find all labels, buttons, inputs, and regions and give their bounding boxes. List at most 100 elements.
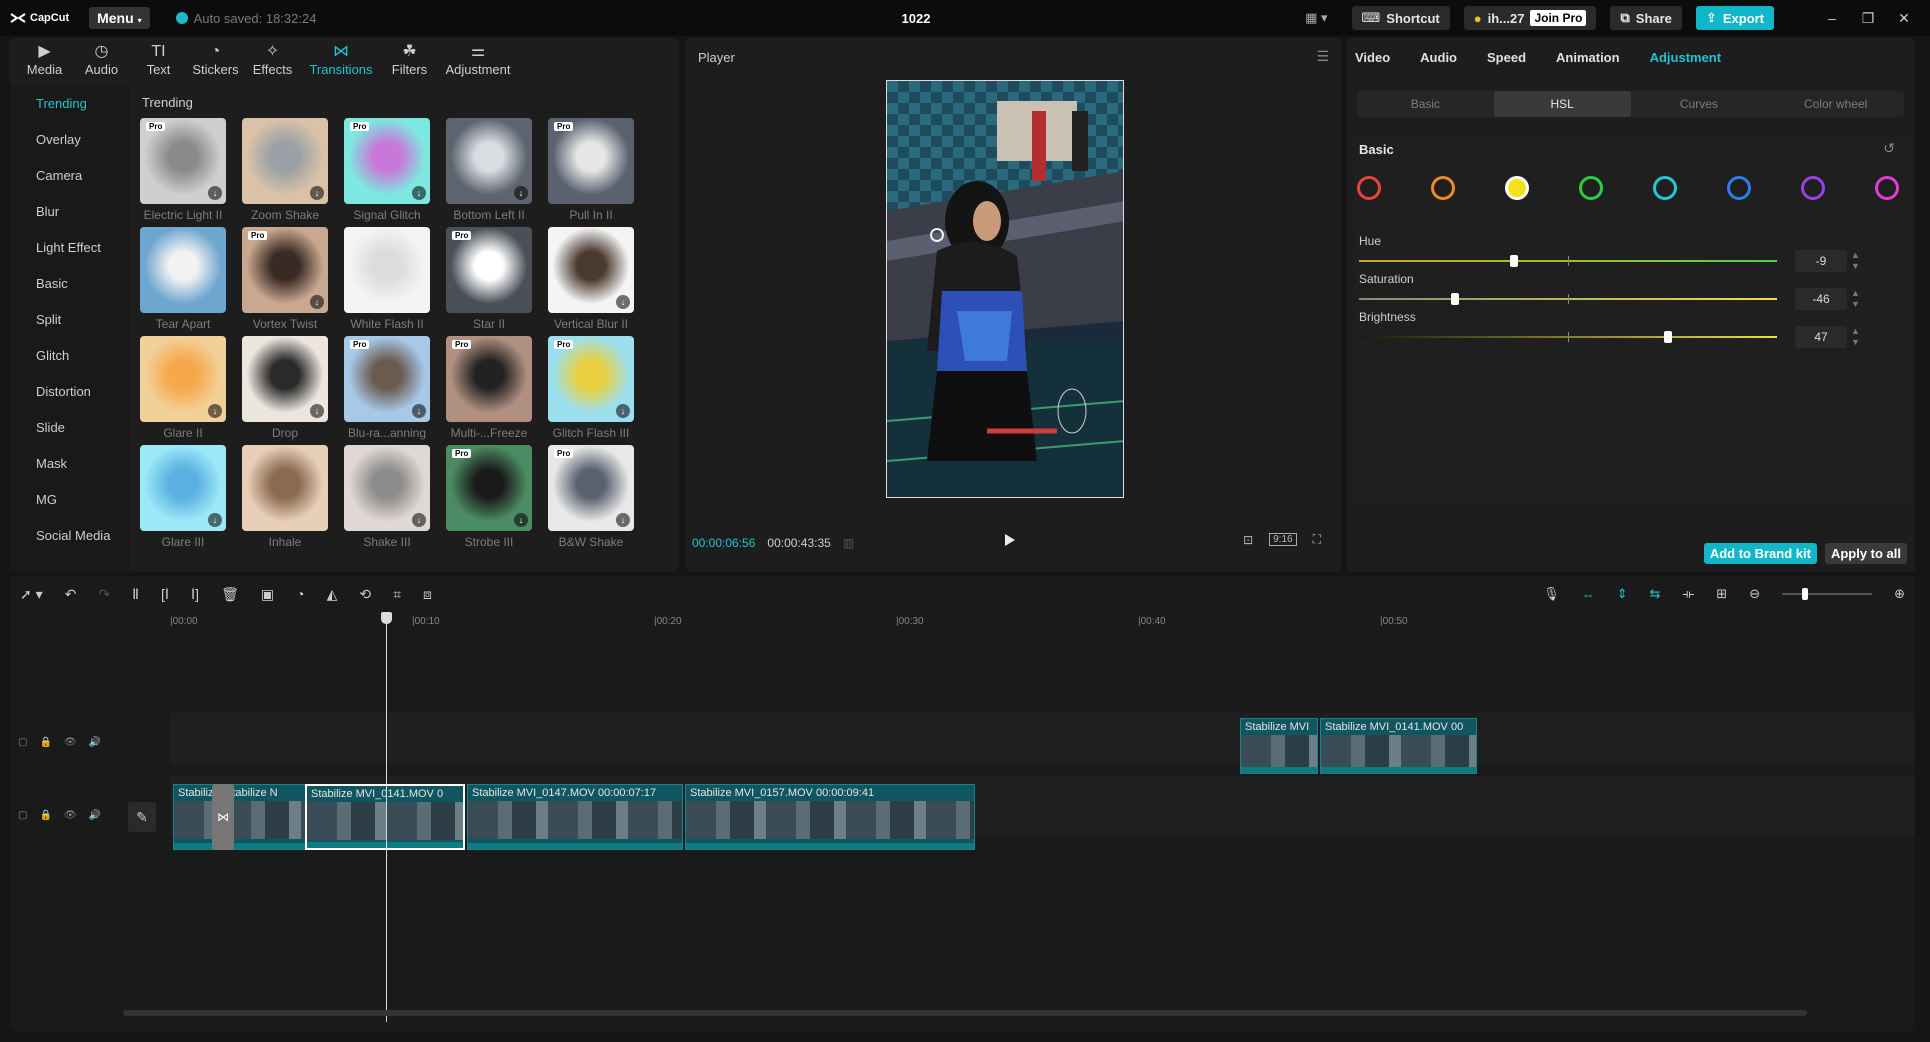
zoom-in-icon[interactable]: ⊕ — [1894, 586, 1905, 601]
color-orange-button[interactable] — [1431, 176, 1455, 200]
download-icon[interactable]: ↓ — [310, 295, 324, 309]
transition-item[interactable]: ↓ Zoom Shake — [242, 118, 328, 222]
hamburger-menu-icon[interactable]: ☰ — [1316, 48, 1329, 64]
transition-item[interactable]: Pro Pull In II — [548, 118, 634, 222]
segment-curves[interactable]: Curves — [1679, 97, 1718, 111]
sidebar-item-basic[interactable]: Basic — [36, 276, 68, 291]
sidebar-item-split[interactable]: Split — [36, 312, 62, 327]
transition-item[interactable]: Pro ↓ Signal Glitch — [344, 118, 430, 222]
split-left-icon[interactable]: [Ⅰ — [161, 585, 170, 602]
screenshot-icon[interactable]: ⊡ — [1243, 532, 1254, 547]
split-scene-icon[interactable]: ⟛ — [1682, 586, 1695, 601]
freeze-icon[interactable]: ▣ — [260, 585, 275, 602]
transition-thumbnail[interactable]: Pro ↓ — [548, 336, 634, 422]
sidebar-item-glitch[interactable]: Glitch — [36, 348, 70, 363]
transition-item[interactable]: ↓ Vertical Blur II — [548, 227, 634, 331]
transition-item[interactable]: Pro ↓ Glitch Flash III — [548, 336, 634, 440]
tab-audio[interactable]: ◷ Audio — [73, 38, 130, 82]
timeline-clip[interactable]: Stabilize MVI_0141.MOV 00 — [1320, 718, 1477, 774]
hue-slider-knob[interactable] — [1509, 255, 1518, 267]
playhead[interactable] — [381, 612, 392, 1022]
transition-item[interactable]: ↓ Drop — [242, 336, 328, 440]
transition-item[interactable]: ↓ Glare II — [140, 336, 226, 440]
color-green-button[interactable] — [1579, 176, 1603, 200]
segment-hsl[interactable]: HSL — [1493, 91, 1631, 117]
reset-icon[interactable]: ↺ — [1883, 140, 1895, 156]
sidebar-item-light-effect[interactable]: Light Effect — [36, 240, 101, 255]
sidebar-item-overlay[interactable]: Overlay — [36, 132, 81, 147]
mirror-icon[interactable]: ◭ — [326, 585, 338, 602]
play-button[interactable] — [1005, 534, 1015, 546]
download-icon[interactable]: ↓ — [616, 404, 630, 418]
zoom-slider[interactable] — [1782, 588, 1873, 600]
auto-snap-icon[interactable]: ⇕ — [1616, 586, 1628, 601]
transition-thumbnail[interactable]: ↓ — [242, 118, 328, 204]
tab-text[interactable]: TI Text — [130, 38, 187, 82]
microphone-icon[interactable]: 🎙 — [1543, 586, 1560, 601]
transition-thumbnail[interactable] — [344, 227, 430, 313]
color-yellow-button[interactable] — [1505, 176, 1529, 200]
auto-reframe-icon[interactable]: ⧈ — [422, 585, 432, 602]
brightness-slider-knob[interactable] — [1664, 331, 1673, 343]
tab-media[interactable]: ▶ Media — [16, 38, 73, 82]
saturation-value-input[interactable]: -46 — [1795, 288, 1847, 310]
segment-color-wheel[interactable]: Color wheel — [1803, 97, 1868, 111]
sidebar-item-mask[interactable]: Mask — [36, 456, 68, 471]
main-track-magnet-icon[interactable]: ⇔ — [1581, 586, 1595, 602]
transition-thumbnail[interactable]: ↓ — [446, 118, 532, 204]
transition-item[interactable]: ↓ Shake III — [344, 445, 430, 549]
transition-item[interactable]: Inhale — [242, 445, 328, 549]
transition-marker-icon[interactable]: ⋈ — [212, 784, 234, 850]
tab-filters[interactable]: ☘ Filters — [381, 38, 438, 82]
timeline-ruler[interactable]: |00:00 |00:10 |00:20 |00:30 |00:40 |00:50 — [170, 616, 1915, 632]
close-icon[interactable]: ✕ — [1898, 9, 1910, 26]
eye-icon[interactable]: 👁 — [63, 737, 77, 748]
transition-thumbnail[interactable]: ↓ — [548, 227, 634, 313]
timeline-scrollbar[interactable] — [123, 1010, 1807, 1016]
fullscreen-icon[interactable]: ⛶ — [1312, 532, 1321, 546]
eye-icon[interactable]: 👁 — [63, 810, 77, 821]
timeline-clip[interactable]: Stabilize N — [220, 784, 312, 850]
split-right-icon[interactable]: Ⅰ] — [191, 585, 200, 602]
shortcut-button[interactable]: ⌨ Shortcut — [1351, 6, 1450, 30]
overlay-track[interactable] — [170, 713, 1915, 765]
tab-effects[interactable]: ✧ Effects — [244, 38, 301, 82]
transition-thumbnail[interactable]: Pro ↓ — [140, 118, 226, 204]
transition-thumbnail[interactable]: ↓ — [242, 336, 328, 422]
download-icon[interactable]: ↓ — [208, 513, 222, 527]
restore-icon[interactable]: ❐ — [1861, 9, 1875, 26]
speaker-icon[interactable]: 🔊 — [88, 737, 102, 748]
aspect-ratio-button[interactable]: 9:16 — [1269, 533, 1297, 546]
transition-thumbnail[interactable]: Pro ↓ — [446, 445, 532, 531]
layout-icon[interactable]: ▦ ▾ — [1305, 10, 1328, 25]
saturation-slider-knob[interactable] — [1451, 293, 1460, 305]
inspector-tab-speed[interactable]: Speed — [1487, 50, 1527, 65]
timeline-clip[interactable]: Stabiliz — [173, 784, 218, 850]
download-icon[interactable]: ↓ — [616, 295, 630, 309]
delete-icon[interactable]: 🗑 — [221, 585, 239, 602]
transition-item[interactable]: Pro Star II — [446, 227, 532, 331]
zoom-out-icon[interactable]: ⊖ — [1749, 586, 1761, 601]
crop-icon[interactable]: ⌗ — [393, 585, 401, 602]
undo-icon[interactable]: ↶ — [64, 585, 77, 602]
transition-item[interactable]: White Flash II — [344, 227, 430, 331]
download-icon[interactable]: ↓ — [310, 186, 324, 200]
download-icon[interactable]: ↓ — [514, 186, 528, 200]
menu-button[interactable]: Menu ▾ — [89, 7, 150, 29]
transition-thumbnail[interactable]: Pro ↓ — [344, 336, 430, 422]
transition-item[interactable]: Tear Apart — [140, 227, 226, 331]
sidebar-item-blur[interactable]: Blur — [36, 204, 60, 219]
transition-item[interactable]: Pro ↓ Electric Light II — [140, 118, 226, 222]
transition-item[interactable]: ↓ Glare III — [140, 445, 226, 549]
color-blue-button[interactable] — [1727, 176, 1751, 200]
timeline-clip[interactable]: Stabilize MVI — [1240, 718, 1318, 774]
account-button[interactable]: ● ih...27 Join Pro — [1463, 6, 1597, 30]
rotate-handle-icon[interactable] — [930, 228, 944, 242]
download-icon[interactable]: ↓ — [412, 186, 426, 200]
track-thumb-icon[interactable]: ▢ — [18, 810, 28, 821]
lock-icon[interactable]: 🔒 — [39, 810, 52, 821]
transition-item[interactable]: Pro Multi-...Freeze — [446, 336, 532, 440]
share-button[interactable]: ⧉ Share — [1610, 6, 1682, 30]
transition-item[interactable]: ↓ Bottom Left II — [446, 118, 532, 222]
transition-thumbnail[interactable]: Pro ↓ — [344, 118, 430, 204]
